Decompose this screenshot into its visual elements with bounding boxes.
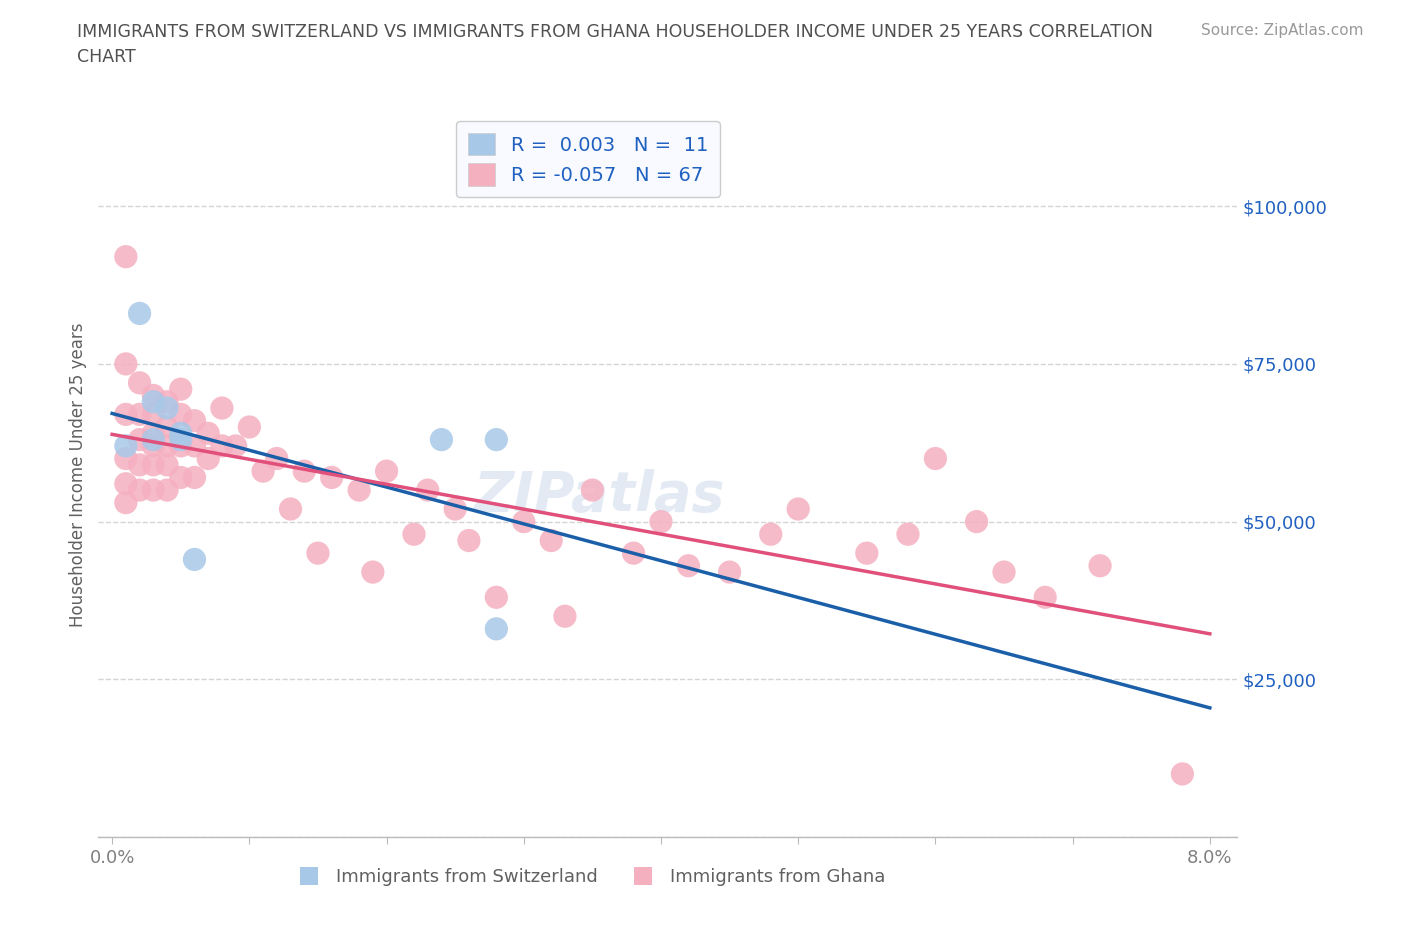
Point — [128, 483, 150, 498]
Point — [115, 438, 138, 453]
Point — [142, 483, 165, 498]
Point — [170, 470, 193, 485]
Point — [115, 476, 138, 491]
Point — [375, 464, 398, 479]
Point — [266, 451, 288, 466]
Point — [170, 426, 193, 441]
Point — [416, 483, 439, 498]
Point — [924, 451, 946, 466]
Point — [211, 438, 233, 453]
Point — [485, 432, 508, 447]
Point — [156, 438, 179, 453]
Point — [856, 546, 879, 561]
Point — [156, 401, 179, 416]
Point — [897, 526, 920, 541]
Point — [128, 432, 150, 447]
Point — [347, 483, 370, 498]
Point — [225, 438, 247, 453]
Point — [457, 533, 479, 548]
Point — [183, 470, 205, 485]
Point — [170, 432, 193, 447]
Point — [993, 565, 1015, 579]
Point — [966, 514, 988, 529]
Text: Source: ZipAtlas.com: Source: ZipAtlas.com — [1201, 23, 1364, 38]
Point — [787, 501, 810, 516]
Point — [321, 470, 343, 485]
Point — [142, 407, 165, 422]
Text: CHART: CHART — [77, 48, 136, 66]
Text: IMMIGRANTS FROM SWITZERLAND VS IMMIGRANTS FROM GHANA HOUSEHOLDER INCOME UNDER 25: IMMIGRANTS FROM SWITZERLAND VS IMMIGRANT… — [77, 23, 1153, 41]
Point — [485, 621, 508, 636]
Point — [430, 432, 453, 447]
Point — [128, 407, 150, 422]
Point — [142, 388, 165, 403]
Point — [759, 526, 782, 541]
Point — [1033, 590, 1056, 604]
Point — [650, 514, 672, 529]
Point — [292, 464, 315, 479]
Point — [142, 394, 165, 409]
Point — [183, 552, 205, 567]
Point — [183, 438, 205, 453]
Point — [115, 249, 138, 264]
Point — [307, 546, 329, 561]
Text: ZIPatlas: ZIPatlas — [474, 469, 725, 523]
Point — [142, 458, 165, 472]
Point — [211, 401, 233, 416]
Point — [142, 432, 165, 447]
Point — [115, 451, 138, 466]
Point — [142, 438, 165, 453]
Point — [361, 565, 384, 579]
Point — [197, 426, 219, 441]
Point — [128, 458, 150, 472]
Point — [540, 533, 562, 548]
Point — [156, 394, 179, 409]
Point — [156, 483, 179, 498]
Point — [156, 419, 179, 434]
Point — [554, 609, 576, 624]
Point — [238, 419, 260, 434]
Point — [115, 356, 138, 371]
Point — [581, 483, 603, 498]
Point — [170, 438, 193, 453]
Point — [1088, 558, 1111, 573]
Point — [128, 376, 150, 391]
Point — [252, 464, 274, 479]
Point — [1171, 766, 1194, 781]
Point — [485, 590, 508, 604]
Point — [678, 558, 700, 573]
Point — [128, 306, 150, 321]
Point — [170, 407, 193, 422]
Point — [170, 381, 193, 396]
Point — [623, 546, 645, 561]
Point — [142, 426, 165, 441]
Point — [197, 451, 219, 466]
Point — [115, 496, 138, 511]
Point — [156, 458, 179, 472]
Legend: Immigrants from Switzerland, Immigrants from Ghana: Immigrants from Switzerland, Immigrants … — [284, 861, 893, 893]
Point — [513, 514, 536, 529]
Point — [402, 526, 425, 541]
Point — [115, 407, 138, 422]
Point — [280, 501, 302, 516]
Point — [183, 413, 205, 428]
Y-axis label: Householder Income Under 25 years: Householder Income Under 25 years — [69, 322, 87, 627]
Point — [444, 501, 467, 516]
Point — [718, 565, 741, 579]
